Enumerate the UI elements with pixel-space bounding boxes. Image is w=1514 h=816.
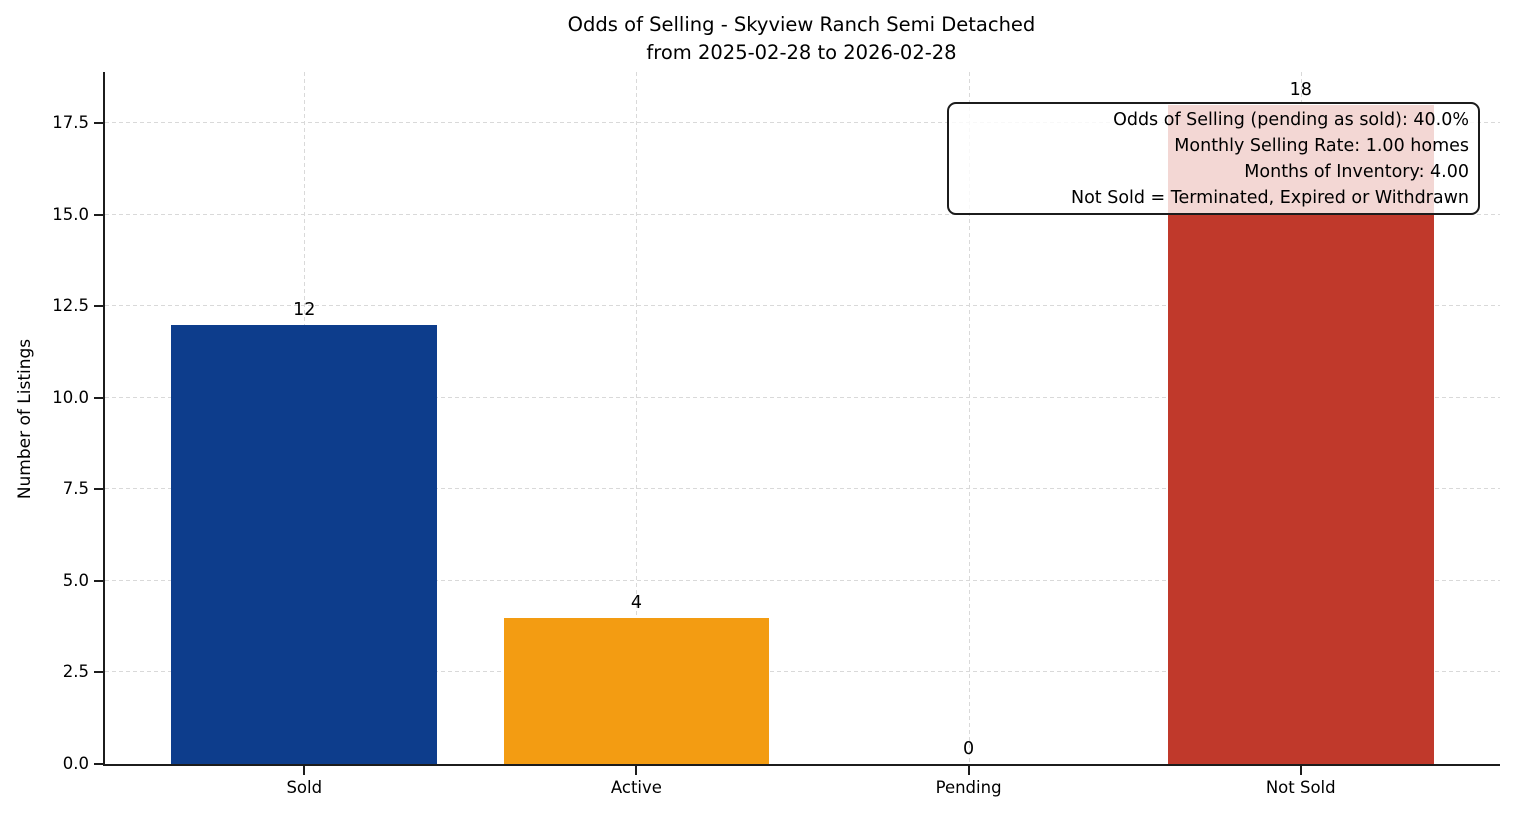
annotation-line: Odds of Selling (pending as sold): 40.0% — [1113, 110, 1469, 130]
x-tick-label: Not Sold — [1265, 778, 1336, 797]
gridline-horizontal — [105, 488, 1500, 490]
y-tick-label: 0.0 — [62, 754, 89, 773]
x-tick-label: Active — [610, 778, 662, 797]
gridline-vertical — [968, 72, 970, 764]
gridline-horizontal — [105, 213, 1500, 215]
y-tick-mark — [94, 579, 103, 582]
bar-value-label: 0 — [962, 739, 975, 759]
y-tick-label: 2.5 — [62, 662, 89, 682]
plot-area: 12 4 0 18 0.0 2.5 5.0 7.5 10.0 12.5 15.0 17.5 Sold… — [52, 72, 1500, 797]
y-tick-mark — [94, 305, 103, 308]
y-tick-mark — [94, 396, 103, 399]
x-tick-label: Sold — [286, 778, 323, 797]
gridline-horizontal — [105, 305, 1500, 307]
gridline-horizontal — [105, 579, 1500, 581]
y-tick-label: 7.5 — [62, 479, 89, 499]
y-tick-label: 15.0 — [52, 204, 89, 224]
y-tick-mark — [94, 671, 103, 674]
y-tick-label: 17.5 — [52, 113, 89, 133]
bar-active — [503, 617, 770, 764]
x-tick-mark — [303, 766, 306, 775]
chart-subtitle: from 2025-02-28 to 2026-02-28 — [646, 41, 957, 64]
gridline-horizontal — [105, 671, 1500, 673]
y-tick-mark — [94, 122, 103, 125]
chart-title-block: Odds of Selling - Skyview Ranch Semi Det… — [103, 11, 1500, 67]
x-tick-mark — [635, 766, 638, 775]
bar-value-label: 18 — [1289, 79, 1312, 100]
bar-value-label: 4 — [630, 592, 642, 613]
y-tick-mark — [94, 488, 103, 491]
x-tick-mark — [1299, 766, 1302, 775]
y-tick-label: 5.0 — [62, 570, 89, 590]
y-tick-label: 10.0 — [52, 387, 89, 407]
x-tick-label: Pending — [935, 778, 1002, 797]
bar-sold — [171, 324, 438, 764]
annotation-line: Months of Inventory: 4.00 — [1244, 162, 1469, 182]
annotation-line: Not Sold = Terminated, Expired or Withdr… — [1070, 188, 1469, 208]
y-axis-label: Number of Listings — [15, 338, 35, 500]
annotation-line: Monthly Selling Rate: 1.00 homes — [1174, 136, 1469, 156]
y-tick-mark — [94, 213, 103, 216]
chart-title: Odds of Selling - Skyview Ranch Semi Det… — [567, 13, 1036, 36]
bar-value-label: 12 — [293, 299, 316, 320]
annotation-box: Odds of Selling (pending as sold): 40.0%… — [947, 102, 1480, 215]
gridline-horizontal — [105, 396, 1500, 398]
x-tick-mark — [967, 766, 970, 775]
gridline-vertical — [636, 72, 638, 764]
y-tick-mark — [94, 763, 103, 765]
gridline-horizontal — [105, 122, 1500, 124]
y-tick-label: 12.5 — [52, 296, 89, 316]
